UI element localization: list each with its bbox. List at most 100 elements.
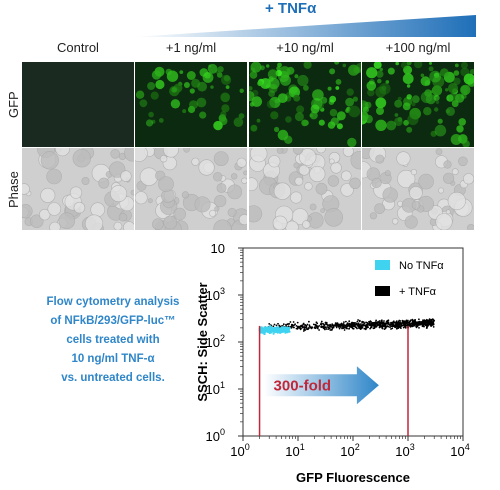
scatter-point-tnf (383, 320, 385, 322)
scatter-point-tnf (292, 326, 295, 329)
caption-line: cells treated with (66, 334, 160, 346)
caption-line: 10 ng/ml TNF-α (71, 353, 155, 365)
scatter-point-tnf (384, 322, 387, 325)
phase-image-panel (22, 148, 134, 230)
row-label-phase: Phase (6, 171, 21, 208)
scatter-point-tnf (336, 323, 339, 325)
x-axis-label: GFP Fluorescence (296, 470, 410, 485)
scatter-point-tnf (292, 321, 295, 323)
scatter-point-tnf (359, 323, 362, 325)
scatter-point-tnf (296, 321, 299, 324)
scatter-point-tnf (304, 323, 306, 326)
y-tick-label: 100 (206, 427, 225, 444)
scatter-point-tnf (430, 321, 432, 323)
scatter-point-control (263, 328, 266, 331)
scatter-point-control (272, 332, 275, 335)
scatter-point-tnf (408, 324, 411, 327)
scatter-point-tnf (331, 326, 334, 329)
phase-image-panel (249, 148, 361, 230)
scatter-point-tnf (358, 327, 360, 329)
scatter-point-tnf (375, 319, 377, 322)
scatter-point-tnf (415, 324, 418, 326)
scatter-point-tnf (320, 326, 323, 329)
scatter-point-tnf (404, 324, 407, 327)
scatter-point-tnf (345, 325, 348, 328)
scatter-point-tnf (365, 321, 367, 324)
scatter-point-tnf (296, 326, 299, 328)
legend-swatch (375, 260, 390, 270)
scatter-point-control (269, 330, 272, 333)
phase-image-panel (362, 148, 474, 230)
scatter-point-tnf (393, 324, 395, 327)
scatter-point-tnf (387, 325, 390, 328)
scatter-point-tnf (362, 324, 365, 327)
scatter-point-tnf (389, 326, 391, 329)
scatter-point-tnf (324, 326, 327, 329)
scatter-point-control (274, 330, 277, 333)
scatter-point-tnf (404, 321, 406, 324)
scatter-point-tnf (315, 321, 318, 324)
scatter-point-tnf (328, 327, 331, 330)
scatter-point-tnf (423, 319, 426, 321)
scatter-point-tnf (396, 327, 398, 330)
scatter-point-tnf (352, 327, 355, 330)
scatter-point-tnf (356, 320, 359, 323)
x-tick-label: 101 (285, 442, 304, 459)
gfp-image-panel (135, 62, 247, 147)
scatter-point-tnf (303, 328, 305, 331)
scatter-point-tnf (411, 319, 414, 321)
scatter-point-tnf (390, 328, 392, 330)
scatter-point-tnf (388, 323, 390, 326)
scatter-point-tnf (417, 322, 420, 324)
scatter-point-tnf (342, 323, 345, 325)
scatter-point-tnf (355, 322, 358, 325)
y-tick-label: 10 (211, 241, 225, 256)
scatter-point-tnf (432, 326, 435, 328)
scatter-point-tnf (393, 326, 396, 328)
scatter-point-tnf (282, 323, 285, 326)
scatter-point-tnf (318, 329, 320, 331)
scatter-point-tnf (340, 326, 342, 328)
scatter-point-tnf (272, 325, 275, 328)
scatter-point-control (263, 330, 266, 333)
scatter-point-control (260, 328, 263, 331)
scatter-point-tnf (368, 321, 371, 324)
scatter-point-control (260, 331, 263, 334)
scatter-point-tnf (357, 319, 359, 321)
scatter-point-tnf (379, 321, 381, 324)
plot-frame (242, 247, 464, 437)
concentration-gradient-wedge (133, 15, 476, 37)
scatter-point-control (276, 329, 279, 332)
scatter-point-tnf (400, 327, 402, 329)
scatter-point-tnf (379, 323, 382, 325)
scatter-point-tnf (351, 321, 353, 324)
scatter-point-control (281, 329, 284, 332)
scatter-point-tnf (308, 320, 310, 323)
scatter-point-tnf (389, 324, 391, 327)
scatter-point-tnf (361, 320, 364, 323)
scatter-point-control (263, 332, 266, 335)
caption-line: Flow cytometry analysis (46, 296, 180, 308)
scatter-point-tnf (391, 321, 393, 324)
x-tick-label: 103 (395, 442, 414, 459)
scatter-point-tnf (402, 326, 405, 329)
scatter-point-tnf (401, 319, 404, 322)
scatter-point-tnf (320, 322, 323, 325)
scatter-point-tnf (418, 327, 420, 329)
scatter-point-tnf (383, 324, 386, 327)
scatter-point-tnf (374, 326, 377, 328)
scatter-point-tnf (346, 323, 348, 326)
scatter-point-tnf (381, 319, 383, 322)
scatter-point-tnf (348, 320, 351, 323)
scatter-point-tnf (358, 319, 361, 322)
scatter-point-tnf (413, 319, 416, 322)
scatter-point-tnf (299, 325, 302, 328)
scatter-point-tnf (370, 324, 373, 326)
y-tick-label: 103 (206, 286, 225, 303)
scatter-point-tnf (333, 324, 336, 327)
scatter-point-tnf (398, 322, 401, 325)
scatter-point-tnf (350, 326, 353, 329)
scatter-point-tnf (421, 325, 424, 327)
scatter-point-tnf (386, 321, 389, 324)
scatter-point-tnf (322, 326, 325, 328)
